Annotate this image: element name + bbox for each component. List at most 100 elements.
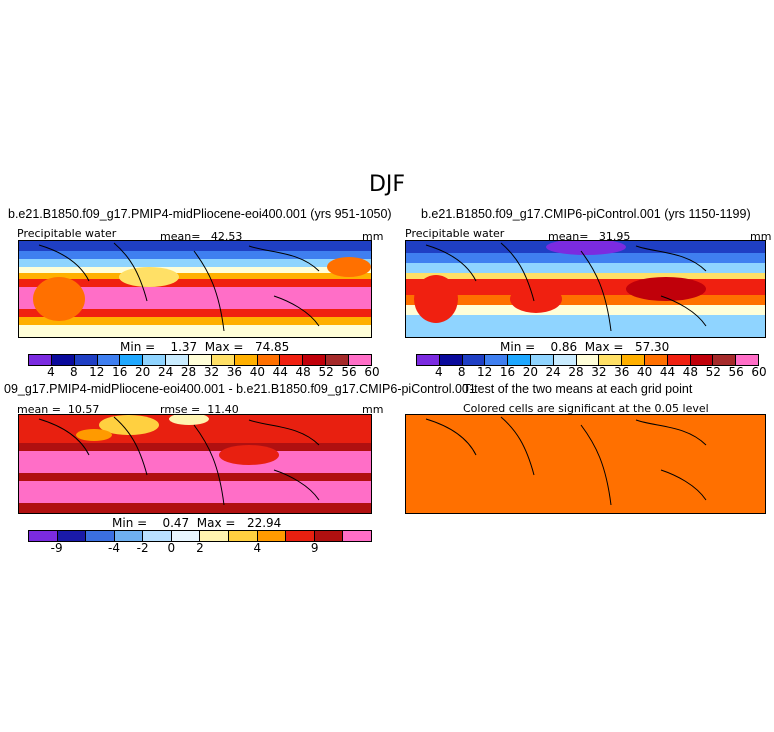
colorbar-swatch (349, 355, 371, 365)
colorbar-tick-label: 56 (728, 365, 744, 379)
colorbar-swatch (576, 355, 600, 365)
panel2-map (405, 240, 766, 338)
colorbar-swatch (713, 355, 737, 365)
colorbar-tick-label: 8 (457, 365, 466, 379)
colorbar-swatch (74, 355, 98, 365)
panel3-minmax: Min = 0.47 Max = 22.94 (112, 516, 282, 530)
colorbar-tick-label: 44 (659, 365, 676, 379)
colorbar-tick-label: -4 (108, 541, 120, 555)
panel3-title: 09_g17.PMIP4-midPliocene-eoi400.001 - b.… (4, 382, 476, 396)
colorbar-swatch (234, 355, 258, 365)
colorbar-swatch (736, 355, 758, 365)
colorbar-tick-label: 36 (226, 365, 243, 379)
season-title: DJF (368, 172, 406, 197)
colorbar-tick-label: 60 (751, 365, 767, 379)
colorbar-swatch (280, 355, 304, 365)
colorbar-swatch (86, 531, 115, 541)
panel4-map (405, 414, 766, 514)
colorbar-tick-label: 44 (272, 365, 288, 379)
colorbar-swatch (599, 355, 623, 365)
panel3-colorbar-ticks: -9 -4 -2 0 2 4 9 (28, 541, 372, 555)
panel4-subtitle: Colored cells are significant at the 0.0… (463, 402, 709, 415)
colorbar-tick-label: 52 (318, 365, 334, 379)
colorbar-tick-label: 16 (499, 365, 516, 379)
panel1-field (19, 241, 371, 337)
panel1-variable: Precipitable water (17, 227, 117, 240)
panel4-field (406, 415, 765, 513)
colorbar-tick-label: 12 (89, 365, 105, 379)
colorbar-swatch (314, 531, 344, 541)
colorbar-tick-label: 48 (295, 365, 311, 379)
colorbar-tick-label: 4 (47, 365, 55, 379)
colorbar-swatch (690, 355, 714, 365)
colorbar-swatch (211, 355, 235, 365)
panel3-field (19, 415, 371, 513)
panel1-title: b.e21.B1850.f09_g17.PMIP4-midPliocene-eo… (8, 207, 392, 221)
panel2-title: b.e21.B1850.f09_g17.CMIP6-piControl.001 … (421, 207, 751, 221)
panel1-mean: mean= 42.53 (160, 230, 243, 243)
colorbar-swatch (29, 355, 52, 365)
panel3-mean: mean = 10.57 (17, 403, 100, 416)
colorbar-tick-label: 24 (157, 365, 174, 379)
colorbar-swatch (166, 355, 190, 365)
colorbar-swatch (530, 355, 554, 365)
panel1-minmax: Min = 1.37 Max = 74.85 (120, 340, 290, 354)
colorbar-tick-label: 24 (545, 365, 561, 379)
panel3-rmse: rmse = 11.40 (160, 403, 239, 416)
colorbar-swatch (51, 355, 75, 365)
panel2-field (406, 241, 765, 337)
colorbar-tick-label: 32 (203, 365, 220, 379)
colorbar-swatch (343, 531, 371, 541)
colorbar-swatch (257, 531, 287, 541)
colorbar-tick-label: 40 (249, 365, 265, 379)
panel2-colorbar-ticks: 4 8 12 16 20 24 28 32 36 40 44 48 52 56 60 (416, 365, 767, 379)
colorbar-tick-label: 4 (435, 365, 443, 379)
colorbar-tick-label: 40 (637, 365, 653, 379)
colorbar-swatch (257, 355, 281, 365)
colorbar-tick-label: 4 (253, 541, 262, 555)
colorbar-tick-label: 52 (705, 365, 721, 379)
colorbar-swatch (229, 531, 258, 541)
colorbar-swatch (439, 355, 463, 365)
colorbar-swatch (667, 355, 691, 365)
colorbar-swatch (508, 355, 531, 365)
colorbar-tick-label: 28 (568, 365, 584, 379)
colorbar-tick-label: 20 (135, 365, 151, 379)
colorbar-swatch (644, 355, 668, 365)
colorbar-tick-label: 36 (614, 365, 630, 379)
colorbar-tick-label: 48 (682, 365, 699, 379)
colorbar-tick-label: 56 (341, 365, 357, 379)
colorbar-swatch (143, 531, 172, 541)
colorbar-swatch (553, 355, 577, 365)
panel3-colorbar (28, 530, 372, 542)
panel2-variable: Precipitable water (405, 227, 505, 240)
colorbar-tick-label: 12 (476, 365, 493, 379)
colorbar-tick-label: 8 (70, 365, 78, 379)
colorbar-swatch (303, 355, 327, 365)
panel4-title: T-test of the two means at each grid poi… (463, 382, 693, 396)
panel3-map (18, 414, 372, 514)
colorbar-tick-label: 32 (591, 365, 607, 379)
colorbar-tick-label: 16 (112, 365, 128, 379)
panel2-minmax: Min = 0.86 Max = 57.30 (500, 340, 670, 354)
panel2-colorbar (416, 354, 759, 366)
colorbar-tick-label: 20 (522, 365, 538, 379)
colorbar-swatch (326, 355, 350, 365)
panel1-colorbar-ticks: 4 8 12 16 20 24 28 32 36 40 44 48 52 56 60 (28, 365, 380, 379)
colorbar-tick-label: 60 (364, 365, 380, 379)
colorbar-swatch (417, 355, 440, 365)
colorbar-tick-label: 9 (310, 541, 319, 555)
colorbar-swatch (622, 355, 645, 365)
panel1-colorbar (28, 354, 372, 366)
colorbar-tick-label: 0 (167, 541, 176, 555)
colorbar-swatch (286, 531, 315, 541)
colorbar-swatch (97, 355, 121, 365)
panel1-map (18, 240, 372, 338)
colorbar-tick-label: -9 (50, 541, 63, 555)
colorbar-swatch (120, 355, 144, 365)
colorbar-swatch (29, 531, 58, 541)
panel1-units: mm (362, 230, 384, 243)
colorbar-tick-label: -2 (136, 541, 149, 555)
colorbar-swatch (462, 355, 486, 365)
colorbar-tick-label: 28 (180, 365, 197, 379)
